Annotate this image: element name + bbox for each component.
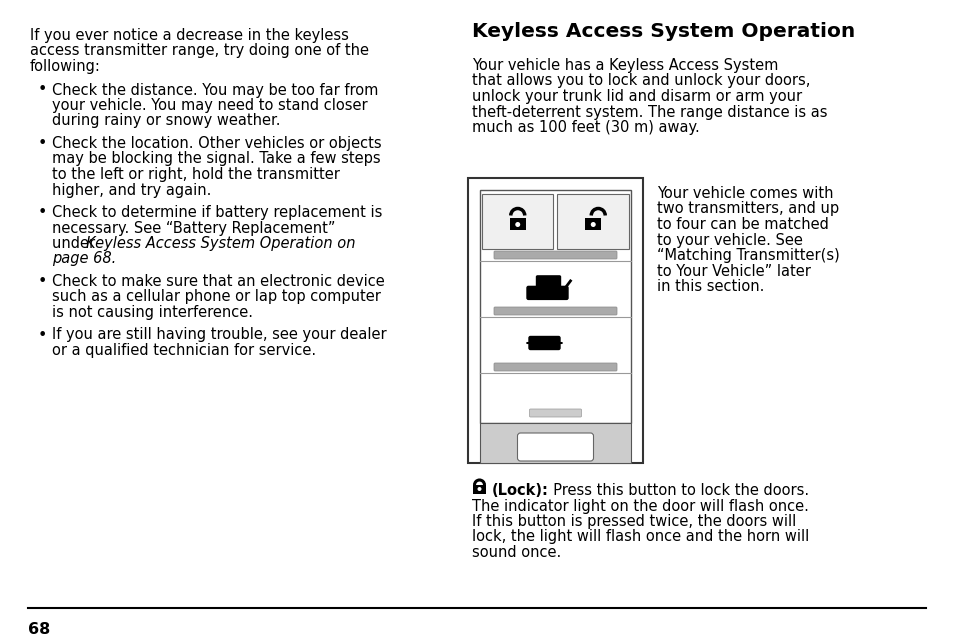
- Bar: [479, 190, 630, 423]
- FancyBboxPatch shape: [529, 409, 581, 417]
- Text: to Your Vehicle” later: to Your Vehicle” later: [657, 263, 810, 279]
- Text: Check the location. Other vehicles or objects: Check the location. Other vehicles or ob…: [52, 136, 381, 151]
- Text: following:: following:: [30, 59, 101, 74]
- FancyBboxPatch shape: [494, 307, 617, 315]
- Text: Your vehicle has a Keyless Access System: Your vehicle has a Keyless Access System: [472, 58, 778, 73]
- Text: •: •: [38, 328, 48, 343]
- Text: two transmitters, and up: two transmitters, and up: [657, 202, 839, 216]
- FancyBboxPatch shape: [526, 286, 567, 300]
- Bar: [548, 336, 551, 341]
- Text: If you are still having trouble, see your dealer: If you are still having trouble, see you…: [52, 328, 386, 343]
- Bar: [541, 336, 544, 341]
- Text: Keyless Access System Operation on: Keyless Access System Operation on: [86, 236, 355, 251]
- Text: that allows you to lock and unlock your doors,: that allows you to lock and unlock your …: [472, 74, 809, 88]
- Text: under: under: [52, 236, 100, 251]
- Text: may be blocking the signal. Take a few steps: may be blocking the signal. Take a few s…: [52, 151, 380, 167]
- Text: access transmitter range, try doing one of the: access transmitter range, try doing one …: [30, 43, 369, 59]
- Text: If this button is pressed twice, the doors will: If this button is pressed twice, the doo…: [472, 514, 796, 529]
- Circle shape: [515, 222, 519, 227]
- Text: theft-deterrent system. The range distance is as: theft-deterrent system. The range distan…: [472, 104, 826, 120]
- Circle shape: [477, 487, 481, 491]
- Bar: [473, 485, 485, 494]
- Text: much as 100 feet (30 m) away.: much as 100 feet (30 m) away.: [472, 120, 699, 135]
- Bar: [468, 178, 642, 463]
- Circle shape: [590, 222, 595, 227]
- Text: necessary. See “Battery Replacement”: necessary. See “Battery Replacement”: [52, 221, 335, 235]
- Text: Your vehicle comes with: Your vehicle comes with: [657, 186, 833, 201]
- Text: •: •: [38, 136, 48, 151]
- Text: unlock your trunk lid and disarm or arm your: unlock your trunk lid and disarm or arm …: [472, 89, 801, 104]
- FancyBboxPatch shape: [494, 363, 617, 371]
- Text: Check the distance. You may be too far from: Check the distance. You may be too far f…: [52, 83, 378, 97]
- Text: in this section.: in this section.: [657, 279, 763, 294]
- Text: Press this button to lock the doors.: Press this button to lock the doors.: [543, 483, 808, 498]
- Text: “Matching Transmitter(s): “Matching Transmitter(s): [657, 248, 839, 263]
- Text: to your vehicle. See: to your vehicle. See: [657, 233, 802, 247]
- Text: during rainy or snowy weather.: during rainy or snowy weather.: [52, 113, 280, 128]
- Text: •: •: [38, 274, 48, 289]
- Text: Check to make sure that an electronic device: Check to make sure that an electronic de…: [52, 274, 384, 289]
- Text: page 68.: page 68.: [52, 251, 116, 266]
- Text: your vehicle. You may need to stand closer: your vehicle. You may need to stand clos…: [52, 98, 367, 113]
- Bar: [509, 218, 525, 230]
- FancyBboxPatch shape: [529, 336, 559, 350]
- Text: If you ever notice a decrease in the keyless: If you ever notice a decrease in the key…: [30, 28, 349, 43]
- FancyBboxPatch shape: [536, 276, 560, 289]
- Text: sound once.: sound once.: [472, 545, 560, 560]
- Bar: [534, 336, 537, 341]
- Text: or a qualified technician for service.: or a qualified technician for service.: [52, 343, 315, 358]
- Text: •: •: [38, 83, 48, 97]
- Bar: [584, 218, 600, 230]
- FancyBboxPatch shape: [494, 251, 617, 259]
- Text: (Lock):: (Lock):: [492, 483, 548, 498]
- Text: higher, and try again.: higher, and try again.: [52, 183, 212, 198]
- Text: Keyless Access System Operation: Keyless Access System Operation: [472, 22, 854, 41]
- Text: such as a cellular phone or lap top computer: such as a cellular phone or lap top comp…: [52, 289, 380, 305]
- Text: is not causing interference.: is not causing interference.: [52, 305, 253, 320]
- FancyBboxPatch shape: [517, 433, 593, 461]
- Text: to four can be matched: to four can be matched: [657, 217, 828, 232]
- Text: lock, the light will flash once and the horn will: lock, the light will flash once and the …: [472, 530, 808, 544]
- Bar: [479, 423, 630, 463]
- Text: •: •: [38, 205, 48, 220]
- Bar: [557, 194, 628, 249]
- Text: The indicator light on the door will flash once.: The indicator light on the door will fla…: [472, 499, 808, 513]
- Text: Check to determine if battery replacement is: Check to determine if battery replacemen…: [52, 205, 382, 220]
- Bar: [481, 194, 553, 249]
- Text: to the left or right, hold the transmitter: to the left or right, hold the transmitt…: [52, 167, 339, 182]
- Text: 68: 68: [28, 622, 51, 636]
